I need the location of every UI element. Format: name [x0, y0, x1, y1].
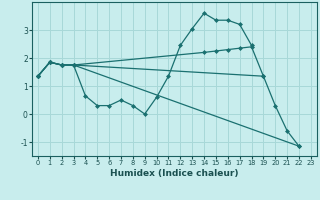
X-axis label: Humidex (Indice chaleur): Humidex (Indice chaleur): [110, 169, 239, 178]
